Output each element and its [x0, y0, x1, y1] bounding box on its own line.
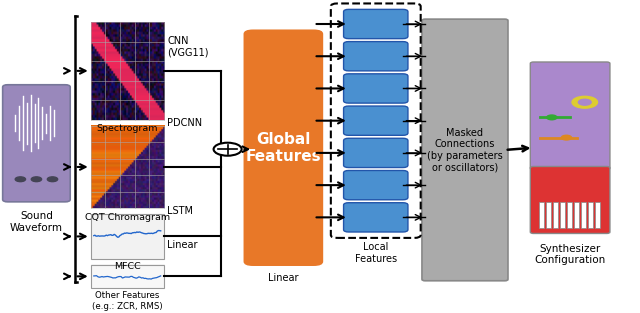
FancyBboxPatch shape: [344, 203, 408, 232]
Text: Spectrogram: Spectrogram: [97, 124, 158, 133]
Circle shape: [547, 115, 557, 120]
FancyBboxPatch shape: [344, 138, 408, 167]
FancyBboxPatch shape: [3, 85, 70, 202]
FancyBboxPatch shape: [244, 29, 323, 266]
Text: Linear: Linear: [268, 273, 299, 283]
Bar: [580, 202, 586, 228]
FancyBboxPatch shape: [344, 9, 408, 38]
Text: CNN
(VGG11): CNN (VGG11): [167, 36, 209, 57]
Bar: [539, 202, 544, 228]
Circle shape: [579, 99, 591, 105]
Circle shape: [47, 177, 58, 182]
Bar: [91, 264, 164, 288]
Text: Linear: Linear: [167, 240, 198, 250]
Bar: [552, 202, 558, 228]
Text: CQT Chromagram: CQT Chromagram: [84, 213, 170, 222]
Bar: [595, 202, 600, 228]
Text: Global
Features: Global Features: [246, 131, 321, 164]
FancyBboxPatch shape: [344, 171, 408, 200]
FancyBboxPatch shape: [531, 167, 610, 233]
Bar: [559, 202, 565, 228]
Text: Sound
Waveform: Sound Waveform: [10, 211, 63, 233]
FancyBboxPatch shape: [531, 62, 610, 169]
FancyBboxPatch shape: [344, 106, 408, 135]
Text: PDCNN: PDCNN: [167, 118, 202, 128]
Text: Other Features
(e.g.: ZCR, RMS): Other Features (e.g.: ZCR, RMS): [92, 291, 163, 310]
Text: LSTM: LSTM: [167, 206, 193, 216]
Circle shape: [572, 96, 598, 108]
Text: Masked
Connections
(by parameters
or oscillators): Masked Connections (by parameters or osc…: [427, 128, 503, 172]
Circle shape: [561, 135, 572, 140]
Bar: [566, 202, 572, 228]
Circle shape: [15, 177, 26, 182]
Bar: [573, 202, 579, 228]
FancyBboxPatch shape: [344, 42, 408, 71]
Bar: [545, 202, 551, 228]
Bar: [91, 214, 164, 259]
Circle shape: [31, 177, 42, 182]
Text: MFCC: MFCC: [114, 262, 141, 271]
Text: Synthesizer
Configuration: Synthesizer Configuration: [534, 244, 605, 265]
FancyBboxPatch shape: [422, 19, 508, 281]
FancyBboxPatch shape: [344, 74, 408, 103]
Circle shape: [214, 143, 242, 156]
Bar: [588, 202, 593, 228]
Text: Local
Features: Local Features: [355, 242, 397, 264]
